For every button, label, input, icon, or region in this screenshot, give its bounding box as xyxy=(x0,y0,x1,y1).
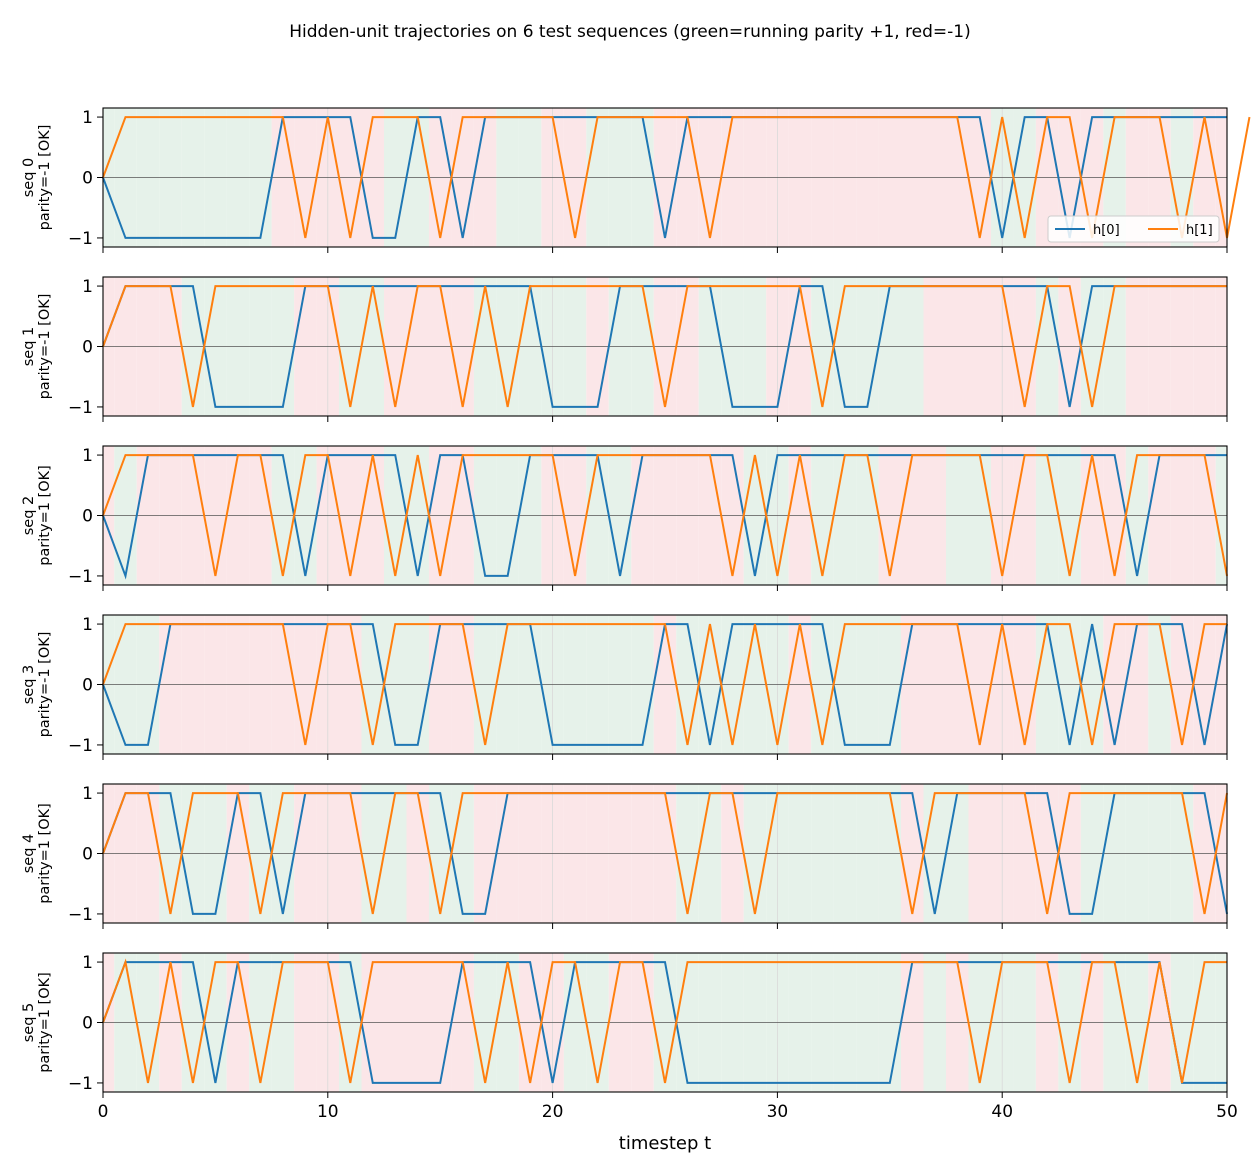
y-axis-label: parity=-1 [OK] xyxy=(37,294,53,400)
legend-box xyxy=(1047,215,1220,243)
y-axis-label: seq 3 xyxy=(21,665,37,705)
y-tick-label: 0 xyxy=(82,338,93,358)
series-line-h1 xyxy=(102,116,1251,239)
series-line-h0 xyxy=(102,285,1227,408)
y-axis-label: parity=1 [OK] xyxy=(37,465,53,566)
y-axis-label: parity=1 [OK] xyxy=(37,803,53,904)
y-axis-label: parity=1 [OK] xyxy=(37,972,53,1073)
x-tick-label: 10 xyxy=(317,1102,339,1122)
y-tick-label: 0 xyxy=(82,1014,93,1034)
y-axis-label: seq 4 xyxy=(21,834,37,874)
y-tick-label: 0 xyxy=(82,169,93,189)
y-axis-label: parity=-1 [OK] xyxy=(37,125,53,231)
y-tick-label: 1 xyxy=(82,446,93,466)
y-tick-label: −1 xyxy=(68,1074,93,1094)
subplot-seq-2: −1 0 1 seq 2 parity=1 [OK] xyxy=(21,445,1228,591)
series-line-h1 xyxy=(102,958,1227,1084)
x-axis-label: timestep t xyxy=(619,1133,711,1154)
legend: h[0] h[1] xyxy=(1047,215,1220,243)
y-tick-label: 0 xyxy=(82,845,93,865)
y-axis-label: seq 2 xyxy=(21,496,37,536)
y-tick-label: −1 xyxy=(68,398,93,418)
y-axis-label: seq 0 xyxy=(21,158,37,198)
x-tick-label: 20 xyxy=(542,1102,564,1122)
series-line-h1 xyxy=(102,285,1227,408)
legend-label: h[1] xyxy=(1186,223,1213,238)
subplot-seq-1: −1 0 1 seq 1 parity=-1 [OK] xyxy=(21,276,1228,422)
y-tick-label: 0 xyxy=(82,507,93,527)
series-line-h0 xyxy=(102,116,1227,239)
y-tick-label: 1 xyxy=(82,953,93,973)
y-tick-label: 1 xyxy=(82,784,93,804)
y-tick-label: −1 xyxy=(68,905,93,925)
x-tick-label: 30 xyxy=(767,1102,789,1122)
y-axis-label: parity=-1 [OK] xyxy=(37,632,53,738)
series-line-h1 xyxy=(102,792,1228,915)
legend-label: h[0] xyxy=(1093,223,1120,238)
subplot-seq-0: −1 0 1 seq 0 parity=-1 [OK] h[0] h[1] xyxy=(21,107,1251,253)
x-tick-label: 40 xyxy=(991,1102,1013,1122)
y-tick-label: −1 xyxy=(68,736,93,756)
series-line-h1 xyxy=(102,454,1228,577)
series-line-h1 xyxy=(102,623,1227,746)
chart-title: Hidden-unit trajectories on 6 test seque… xyxy=(289,22,971,42)
y-tick-label: 1 xyxy=(82,108,93,128)
y-tick-label: 1 xyxy=(82,277,93,297)
x-tick-label: 50 xyxy=(1216,1102,1238,1122)
y-tick-label: −1 xyxy=(68,567,93,587)
y-tick-label: 0 xyxy=(82,676,93,696)
y-axis-label: seq 5 xyxy=(21,1003,37,1043)
y-tick-label: 1 xyxy=(82,615,93,635)
x-tick-label: 0 xyxy=(98,1102,109,1122)
y-axis-label: seq 1 xyxy=(21,327,37,367)
y-tick-label: −1 xyxy=(68,229,93,249)
subplot-seq-4: −1 0 1 seq 4 parity=1 [OK] xyxy=(21,783,1228,929)
subplot-seq-3: −1 0 1 seq 3 parity=-1 [OK] xyxy=(21,614,1228,760)
